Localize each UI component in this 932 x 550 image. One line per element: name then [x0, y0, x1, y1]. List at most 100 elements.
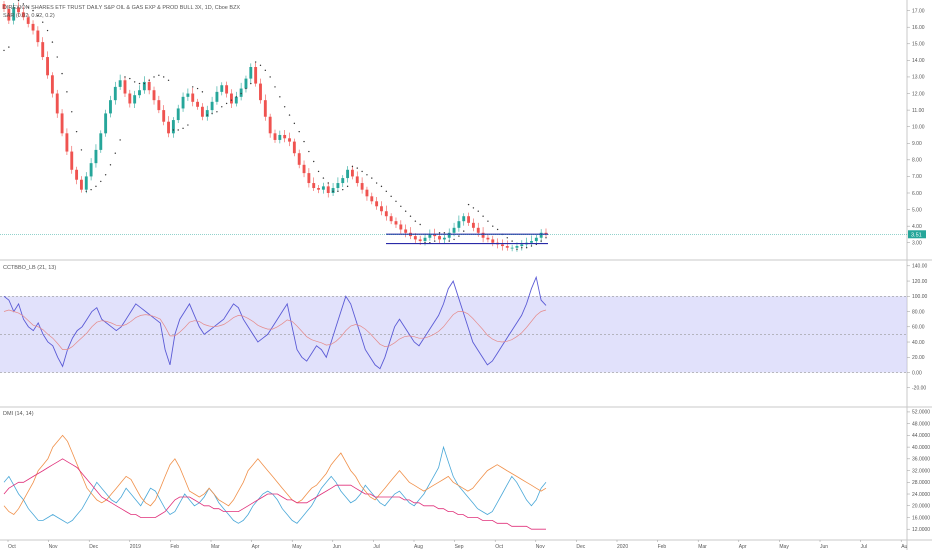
candle-body — [442, 237, 446, 240]
x-tick-label: Apr — [252, 544, 260, 550]
sar-dot — [264, 69, 267, 72]
candle-body — [375, 201, 379, 207]
stoch-legend[interactable]: CCTBBO_LB (21, 13) — [3, 265, 56, 271]
sar-dot — [361, 170, 363, 173]
sar-dot — [530, 245, 533, 247]
sar-legend[interactable]: SAR (0.02, 0.02, 0.2) — [3, 13, 55, 19]
y-tick-label: 8.00 — [912, 158, 922, 164]
candle-body — [186, 93, 190, 97]
candle-body — [133, 95, 137, 104]
sar-dot — [172, 129, 175, 131]
candle-body — [423, 237, 427, 242]
candle-body — [50, 75, 54, 94]
candle-body — [176, 108, 180, 121]
sar-dot — [327, 182, 329, 184]
x-tick-label: Mar — [698, 544, 707, 550]
candle-body — [104, 113, 108, 134]
adx-line — [3, 458, 546, 530]
candle-body — [113, 86, 117, 101]
sar-dot — [371, 177, 373, 179]
y-tick-label: 20.00 — [912, 355, 925, 361]
sar-dot — [259, 64, 262, 67]
sar-dot — [492, 225, 494, 227]
y-tick-label: 52.0000 — [912, 410, 930, 416]
candle-body — [447, 232, 451, 238]
current-price-tag — [908, 230, 926, 239]
candle-body — [520, 244, 524, 247]
sar-dot — [313, 160, 315, 163]
candle-body — [307, 173, 311, 184]
sar-dot — [254, 61, 257, 63]
y-tick-label: 80.00 — [912, 309, 925, 315]
sar-dot — [279, 96, 281, 98]
sar-dot — [46, 29, 49, 32]
candle-body — [355, 176, 359, 184]
x-tick-label: Mar — [211, 544, 220, 550]
sar-dot — [42, 21, 44, 23]
candle-body — [31, 23, 35, 31]
x-tick-label: Jun — [333, 544, 341, 550]
sar-dot — [516, 248, 518, 251]
candle-body — [254, 67, 258, 84]
candle-body — [399, 224, 403, 230]
sar-dot — [463, 230, 465, 232]
candle-body — [273, 133, 277, 140]
candle-body — [239, 88, 243, 97]
candle-body — [394, 221, 398, 225]
sar-dot — [322, 177, 325, 179]
symbol-title[interactable]: DIREXION SHARES ETF TRUST DAILY S&P OIL … — [3, 5, 240, 11]
candle-body — [65, 133, 69, 152]
y-tick-label: 12.0000 — [912, 527, 930, 533]
sar-dot — [17, 0, 20, 2]
dmi-legend[interactable]: DMI (14, 14) — [3, 411, 34, 417]
candle-body — [12, 7, 16, 21]
sar-dot — [138, 82, 141, 85]
sar-dot — [414, 220, 417, 222]
sar-dot — [385, 190, 388, 193]
y-axis-ticks: 17.00 16.00 15.00 14.00 13.00 12.00 11.00 10.00… — [907, 8, 930, 533]
candle-body — [46, 57, 49, 76]
sar-dot — [196, 87, 199, 90]
sar-dot — [216, 111, 218, 113]
candle-body — [84, 176, 88, 190]
sar-dot — [298, 130, 300, 133]
candle-body — [452, 227, 456, 233]
sar-dot — [467, 203, 470, 206]
sar-dot — [545, 237, 547, 239]
candle-body — [200, 106, 204, 117]
x-tick-label: May — [292, 544, 302, 550]
sar-dot — [133, 81, 136, 83]
x-tick-label: Oct — [8, 544, 16, 550]
candle-body — [530, 241, 533, 243]
candle-body — [292, 141, 296, 154]
sar-dot — [71, 111, 73, 113]
candle-body — [268, 116, 272, 134]
candle-body — [21, 12, 25, 18]
candle-body — [428, 234, 432, 238]
y-tick-label: 13.00 — [912, 75, 925, 81]
candle-body — [476, 227, 480, 233]
x-tick-label: 2020 — [617, 544, 628, 550]
sar-dot — [167, 79, 170, 81]
x-tick-label: Aug — [414, 544, 423, 550]
candle-body — [278, 134, 282, 140]
candle-body — [244, 78, 248, 89]
y-tick-label: 15.00 — [912, 42, 925, 48]
dmi-minus-line — [3, 434, 547, 516]
stoch-series — [3, 275, 547, 370]
y-tick-label: 14.00 — [912, 58, 925, 64]
sar-dot — [337, 190, 339, 193]
x-tick-label: Dec — [576, 544, 585, 550]
candle-body — [205, 110, 209, 117]
candle-body — [225, 85, 229, 94]
y-tick-label: 16.0000 — [912, 515, 930, 521]
candle-body — [370, 196, 374, 202]
sar-dot — [487, 220, 489, 222]
candle-body — [457, 221, 461, 228]
sar-dot — [177, 129, 179, 131]
y-tick-label: 9.00 — [912, 141, 922, 147]
y-tick-label: 12.00 — [912, 91, 925, 97]
sar-dot — [100, 180, 102, 183]
sar-dot — [458, 235, 460, 237]
